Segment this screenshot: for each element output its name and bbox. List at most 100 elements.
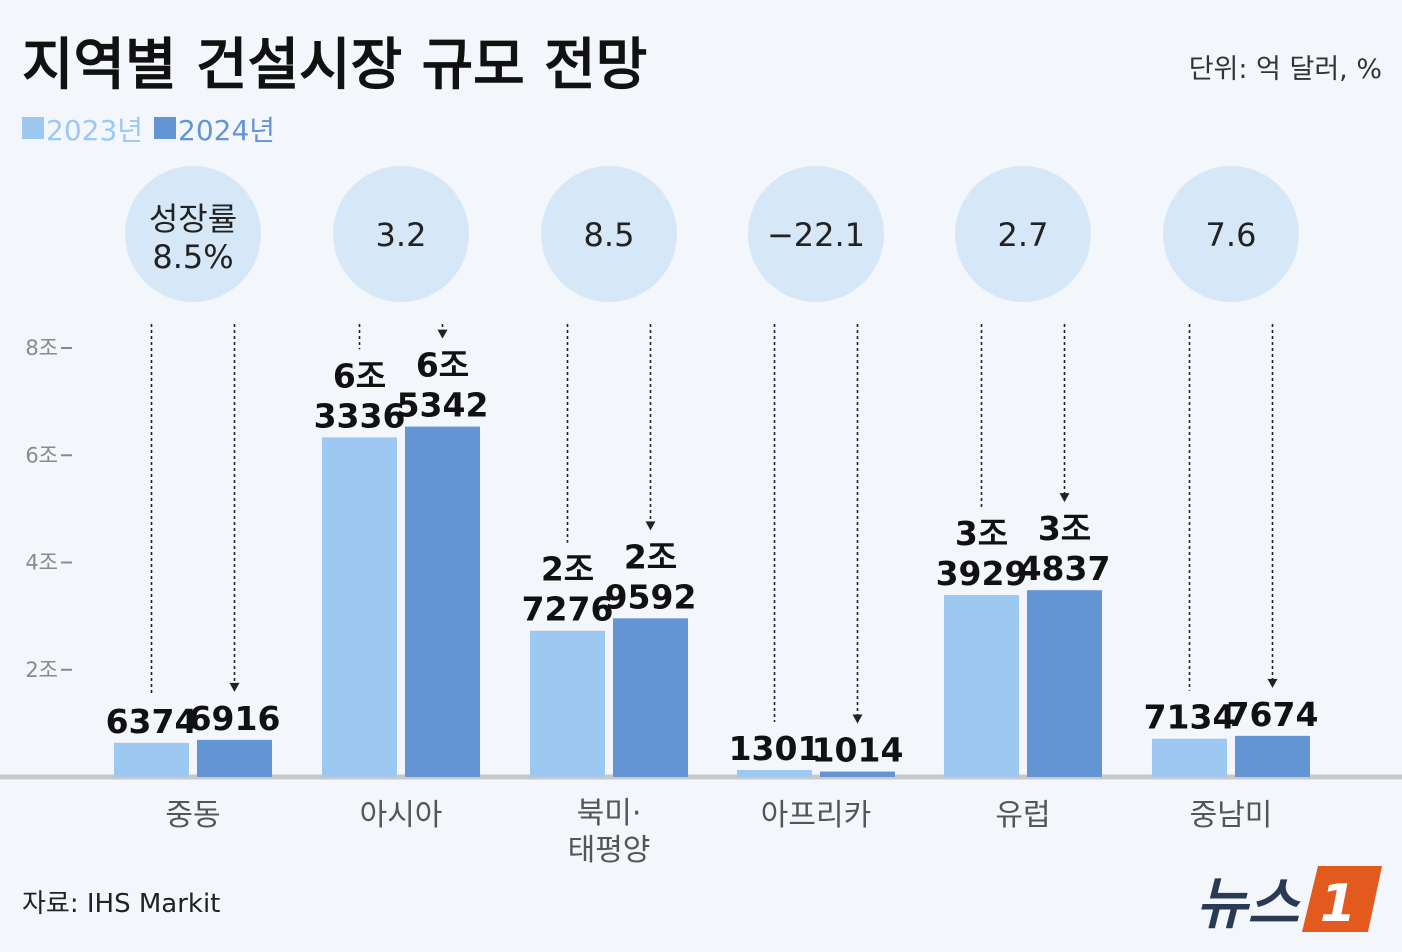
bar-2023 — [114, 742, 189, 777]
legend-label-1: 2023년 — [46, 114, 143, 147]
category-label-line: 아시아 — [360, 798, 443, 833]
source-note: 자료: IHS Markit — [22, 889, 220, 919]
connector-arrow-icon — [1059, 493, 1070, 503]
category-label: 아프리카 — [761, 798, 871, 833]
value-label-2023-line: 6374 — [106, 702, 198, 741]
value-label-2023-line: 2조 — [541, 550, 594, 589]
growth-rate-label: 3.2 — [376, 216, 427, 254]
bar-2024 — [1027, 590, 1102, 777]
value-label-2023-line: 3조 — [955, 514, 1008, 553]
growth-rate-label: −22.1 — [767, 216, 865, 254]
value-label-2024-line: 3조 — [1038, 509, 1091, 548]
value-label-2024: 7674 — [1227, 695, 1319, 734]
bar-2024 — [1235, 735, 1310, 777]
legend-swatch-2 — [154, 117, 176, 139]
category-label: 중남미 — [1190, 798, 1273, 833]
value-label-2024-line: 4837 — [1019, 549, 1111, 588]
value-label-2024-line: 2조 — [624, 537, 677, 576]
connector-arrow-icon — [229, 682, 240, 692]
growth-rate-label-line: 성장률 — [149, 200, 237, 238]
legend-swatch-1 — [22, 117, 44, 139]
value-label-2024-line: 1014 — [812, 731, 904, 770]
category-label: 중동 — [165, 798, 220, 833]
growth-rate-label-line: 3.2 — [376, 216, 427, 254]
connector-arrow-icon — [1267, 678, 1278, 688]
connector-arrow-icon — [645, 521, 656, 531]
brand-mark-text: 1 — [1320, 874, 1356, 934]
legend: 2023년 2024년 — [22, 114, 275, 147]
growth-rate-label-line: 7.6 — [1206, 216, 1257, 254]
value-label-2023-line: 3929 — [936, 554, 1028, 593]
value-label-2023: 3조 3929 — [936, 514, 1028, 593]
growth-rate-circle — [1163, 166, 1299, 302]
value-label-2024: 1014 — [812, 731, 904, 770]
value-label-2023-line: 7276 — [522, 590, 614, 629]
bar-2023 — [944, 595, 1019, 777]
y-tick-label: 2조 — [25, 658, 58, 682]
category-label: 유럽 — [995, 798, 1050, 833]
value-label-2024-line: 9592 — [605, 577, 697, 616]
category-label-line: 유럽 — [995, 798, 1050, 833]
growth-rate-label: 8.5 — [584, 216, 635, 254]
growth-rate-label: 성장률 8.5% — [149, 200, 237, 276]
y-tick-label: 8조 — [25, 336, 58, 360]
bar-2023 — [737, 770, 812, 777]
brand-text: 뉴스 — [1196, 872, 1302, 937]
value-label-2024: 3조 4837 — [1019, 509, 1111, 588]
bar-2024 — [197, 739, 272, 777]
value-label-2024: 2조 9592 — [605, 537, 697, 616]
bar-2024 — [613, 618, 688, 777]
category-label: 북미· 태평양 — [568, 796, 651, 868]
value-label-2023-line: 7134 — [1144, 698, 1236, 737]
value-label-2024: 6916 — [189, 699, 281, 738]
legend-label-2: 2024년 — [178, 114, 275, 147]
bar-2024 — [405, 426, 480, 777]
category-label-line: 아프리카 — [761, 798, 871, 833]
value-label-2023: 1301 — [729, 729, 821, 768]
growth-rate-label-line: 8.5 — [584, 216, 635, 254]
bar-2023 — [322, 437, 397, 777]
y-tick-label: 6조 — [25, 443, 58, 467]
value-label-2023-line: 1301 — [729, 729, 821, 768]
y-axis: 2조 4조 6조 8조 — [25, 336, 72, 682]
growth-rate-circle — [541, 166, 677, 302]
category-label-line: 태평양 — [568, 833, 651, 868]
bar-2024 — [820, 771, 895, 777]
value-label-2023: 6374 — [106, 702, 198, 741]
value-label-2024-line: 6조 — [416, 346, 469, 385]
growth-rate-label-line: 2.7 — [998, 216, 1049, 254]
brand-mark-icon — [1302, 866, 1382, 932]
value-label-2023: 7134 — [1144, 698, 1236, 737]
category-label-line: 북미· — [577, 796, 642, 831]
value-label-2024-line: 6916 — [189, 699, 281, 738]
growth-rate-circle — [748, 166, 884, 302]
value-label-2023-line: 6조 — [333, 356, 386, 395]
chart-title: 지역별 건설시장 규모 전망 — [22, 33, 647, 98]
value-label-2023-line: 3336 — [314, 396, 406, 435]
value-label-2024-line: 5342 — [397, 386, 489, 425]
y-tick-label: 4조 — [25, 551, 58, 575]
growth-rate-circle — [125, 166, 261, 302]
growth-rate-label-line: −22.1 — [767, 216, 865, 254]
value-label-2023: 2조 7276 — [522, 550, 614, 629]
unit-label: 단위: 억 달러, % — [1189, 54, 1382, 85]
category-label-line: 중동 — [165, 798, 220, 833]
growth-rate-label: 7.6 — [1206, 216, 1257, 254]
value-label-2024: 6조 5342 — [397, 346, 489, 425]
brand-logo: 뉴스 1 — [1196, 866, 1382, 937]
category-label: 아시아 — [360, 798, 443, 833]
bar-2023 — [1152, 738, 1227, 777]
bar-2023 — [530, 630, 605, 777]
connector-arrow-icon — [437, 329, 448, 339]
growth-rate-circle — [955, 166, 1091, 302]
category-label-line: 중남미 — [1190, 798, 1273, 833]
growth-rate-label: 2.7 — [998, 216, 1049, 254]
